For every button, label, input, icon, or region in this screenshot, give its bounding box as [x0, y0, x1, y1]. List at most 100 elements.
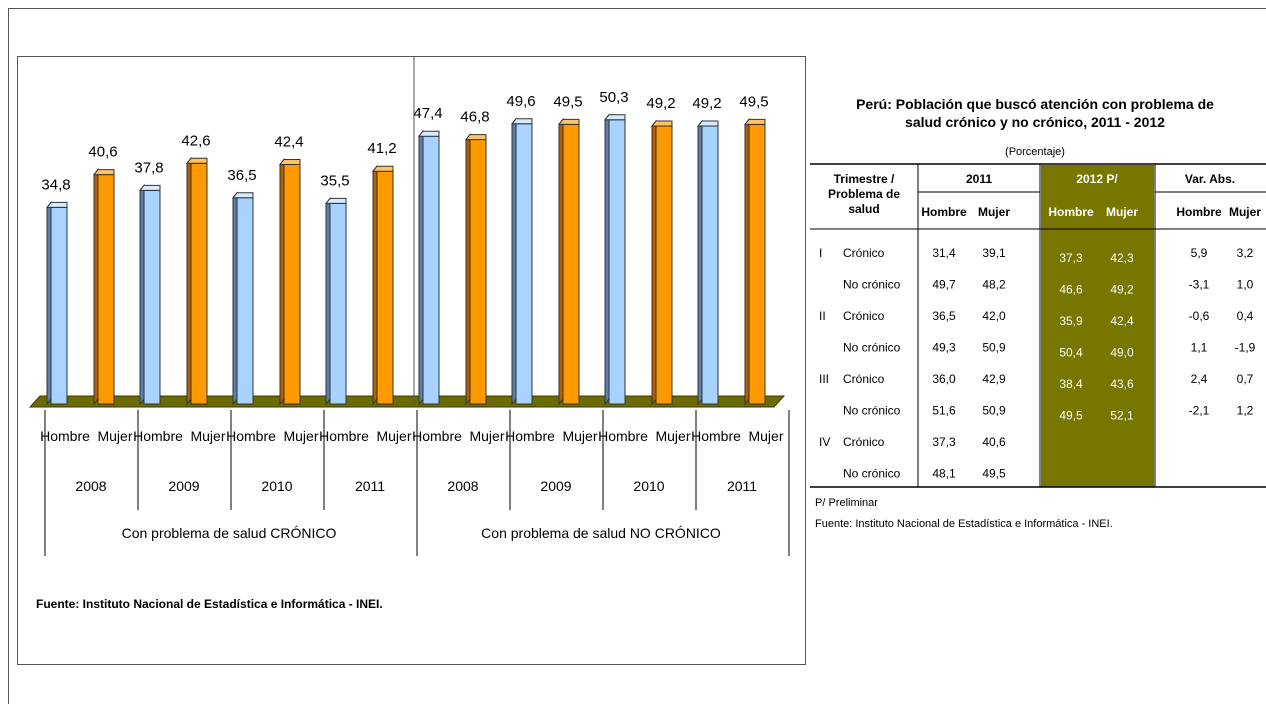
axis-label-year: 2010 — [633, 478, 664, 494]
bar-top — [464, 134, 487, 141]
bar-top — [138, 184, 161, 191]
bar-mujer — [190, 162, 208, 405]
bar-side — [418, 129, 424, 406]
bar-side — [139, 184, 145, 406]
data-label: 46,8 — [460, 109, 489, 126]
axis-label-year: 2011 — [727, 478, 757, 494]
axis-label-mujer: Mujer — [97, 428, 132, 444]
bar-mujer — [748, 123, 766, 405]
bar-top — [324, 197, 347, 204]
axis-label-mujer: Mujer — [469, 428, 504, 444]
bar-hombre — [236, 197, 254, 405]
chart-floor — [28, 395, 786, 408]
table-title: Perú: Población que buscó atención con p… — [820, 95, 1250, 131]
bar-side — [279, 158, 285, 406]
axis-label-hombre: Hombre — [505, 428, 555, 444]
bar-top — [650, 120, 673, 127]
data-label: 42,6 — [181, 132, 210, 149]
bar-side — [697, 119, 703, 406]
bar-top — [371, 165, 394, 172]
group-label: Con problema de salud CRÓNICO — [122, 525, 337, 541]
axis-label-year: 2011 — [355, 478, 385, 494]
bar-hombre — [701, 125, 719, 405]
bar-top — [743, 118, 766, 125]
axis-label-mujer: Mujer — [376, 428, 411, 444]
axis-label-hombre: Hombre — [40, 428, 90, 444]
bar-mujer — [283, 163, 301, 405]
bar-hombre — [608, 119, 626, 405]
bar-side — [93, 168, 99, 406]
bar-hombre — [50, 206, 68, 405]
bar-top — [231, 192, 254, 199]
table-note: P/ Preliminar — [815, 497, 878, 509]
chart-source: Fuente: Instituto Nacional de Estadístic… — [36, 597, 383, 611]
bar-side — [232, 191, 238, 406]
data-label: 41,2 — [367, 140, 396, 157]
data-label: 49,6 — [506, 93, 535, 110]
bar-top — [696, 120, 719, 127]
axis-label-hombre: Hombre — [598, 428, 648, 444]
bar-top — [45, 201, 68, 208]
bar-side — [651, 119, 657, 406]
data-label: 40,6 — [88, 144, 117, 161]
bar-mujer — [655, 125, 673, 405]
data-label: 35,5 — [320, 172, 349, 189]
data-label: 37,8 — [134, 159, 163, 176]
bar-side — [465, 133, 471, 406]
page-frame — [8, 8, 1266, 704]
axis-label-hombre: Hombre — [319, 428, 369, 444]
axis-label-hombre: Hombre — [691, 428, 741, 444]
axis-label-hombre: Hombre — [133, 428, 183, 444]
data-label: 42,4 — [274, 133, 303, 150]
axis-label-mujer: Mujer — [283, 428, 318, 444]
data-label: 36,5 — [227, 167, 256, 184]
bar-top — [603, 114, 626, 121]
data-label: 49,2 — [692, 95, 721, 112]
bar-top — [510, 118, 533, 125]
table-title-line2: salud crónico y no crónico, 2011 - 2012 — [905, 114, 1165, 130]
table-source: Fuente: Instituto Nacional de Estadístic… — [815, 518, 1113, 530]
table-unit: (Porcentaje) — [1005, 146, 1065, 158]
axis-label-hombre: Hombre — [412, 428, 462, 444]
bar-hombre — [422, 135, 440, 405]
axis-label-mujer: Mujer — [562, 428, 597, 444]
bar-top — [278, 158, 301, 165]
bar-side — [604, 113, 610, 406]
data-label: 47,4 — [413, 105, 442, 122]
bar-side — [372, 164, 378, 406]
bar-hombre — [329, 202, 347, 405]
axis-label-year: 2008 — [447, 478, 478, 494]
axis-label-hombre: Hombre — [226, 428, 276, 444]
axis-label-year: 2009 — [168, 478, 199, 494]
bar-side — [46, 200, 52, 406]
bar-top — [417, 130, 440, 137]
bar-side — [511, 117, 517, 406]
bar-top — [185, 157, 208, 164]
data-label: 49,5 — [553, 93, 582, 110]
data-label: 34,8 — [41, 176, 70, 193]
bar-mujer — [97, 174, 115, 405]
axis-label-mujer: Mujer — [748, 428, 783, 444]
bar-hombre — [143, 189, 161, 405]
axis-label-mujer: Mujer — [655, 428, 690, 444]
bar-side — [558, 117, 564, 406]
bar-mujer — [469, 139, 487, 405]
group-label: Con problema de salud NO CRÓNICO — [481, 525, 721, 541]
data-label: 49,2 — [646, 95, 675, 112]
axis-label-mujer: Mujer — [190, 428, 225, 444]
bar-mujer — [376, 170, 394, 405]
bar-top — [557, 118, 580, 125]
data-label: 50,3 — [599, 89, 628, 106]
bar-mujer — [562, 123, 580, 405]
bar-top — [92, 169, 115, 176]
bar-side — [744, 117, 750, 406]
axis-label-year: 2010 — [261, 478, 292, 494]
bar-side — [325, 196, 331, 406]
bar-side — [186, 156, 192, 406]
bar-hombre — [515, 123, 533, 405]
table-title-line1: Perú: Población que buscó atención con p… — [856, 96, 1214, 112]
data-label: 49,5 — [739, 93, 768, 110]
axis-label-year: 2008 — [75, 478, 106, 494]
axis-label-year: 2009 — [540, 478, 571, 494]
